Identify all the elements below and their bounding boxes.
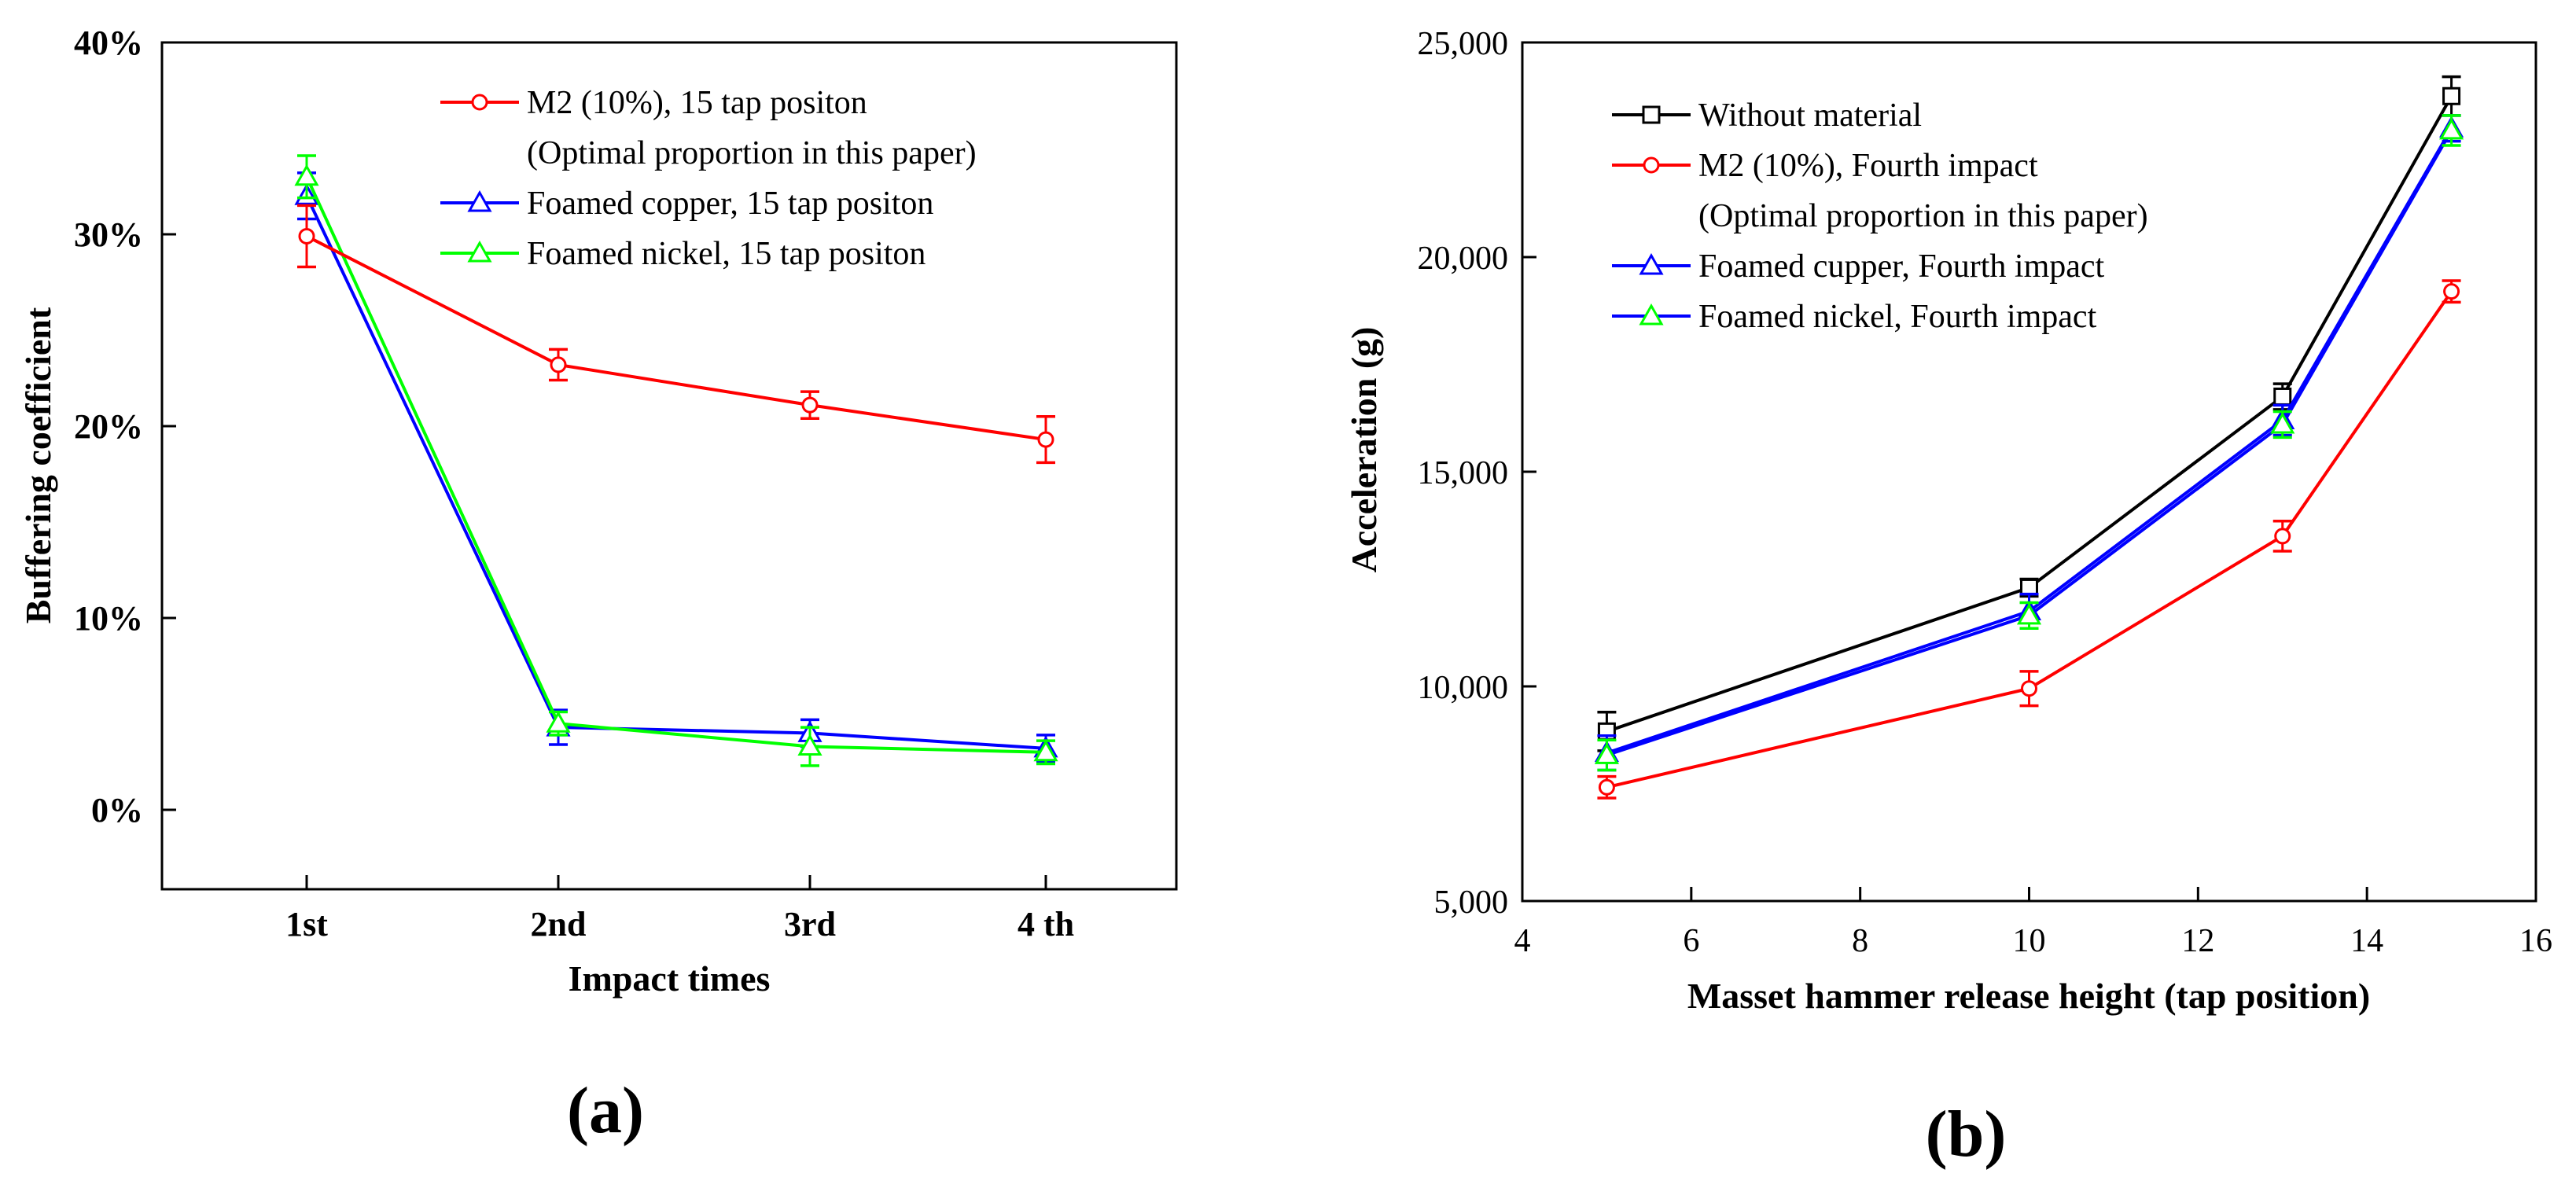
series-line [306,234,1047,442]
data-point [298,227,315,245]
y-tick-label: 10,000 [1418,670,1509,706]
data-point [1037,431,1054,448]
x-tick-label: 10 [2013,923,2046,959]
x-tick-label: 2nd [531,905,587,943]
x-tick-label: 16 [2519,923,2552,959]
data-point [1594,742,1619,764]
legend-label: Without material [1698,97,1922,134]
y-axis-label: Buffering coefficient [18,307,58,623]
y-tick-label: 5,000 [1434,885,1509,921]
data-point [2273,387,2292,406]
y-tick-label: 0% [91,791,143,829]
data-point [2443,283,2460,300]
legend-marker [471,94,488,111]
series-1 [1597,279,2461,800]
legend-marker [1639,252,1664,275]
legend-marker [1642,105,1661,124]
series-line [1606,127,2453,755]
legend-marker [467,240,492,263]
plot-frame [160,41,1178,891]
data-point [546,711,571,733]
y-tick-label: 40% [74,24,143,62]
legend-item: M2 (10%), Fourth impact (Optimal proporti… [1612,148,2148,234]
series-line [1606,95,2453,734]
data-point [2270,411,2295,434]
panel-b-chart: 5,000 10,000 15,000 20,000 25,000 4 6 8 10 12 14 16… [1344,26,2552,1171]
legend-item: Without material [1612,97,1922,134]
data-point [2439,117,2464,140]
legend-item: M2 (10%), 15 tap positon (Optimal proport… [440,85,977,171]
y-tick-label: 20% [74,407,143,446]
legend-label: Foamed copper, 15 tap positon [527,186,933,222]
series-2 [294,154,1058,767]
x-tick-label: 1st [285,905,328,943]
x-tick-label: 3rd [784,905,836,943]
data-point [2274,528,2291,545]
data-point [801,396,819,414]
legend-marker [467,189,492,212]
legend-label-line2: (Optimal proportion in this paper) [1698,198,2148,234]
legend-label: Foamed cupper, Fourth impact [1698,248,2105,285]
legend-item: Foamed cupper, Fourth impact [1612,248,2105,285]
y-tick-label: 30% [74,215,143,254]
x-axis-label: Masset hammer release height (tap positi… [1687,976,2370,1016]
panel-label: (b) [1926,1098,2007,1171]
series-3 [1594,114,2464,772]
legend-label: M2 (10%), 15 tap positon [527,85,867,121]
data-point [2442,86,2461,105]
legend-item: Foamed nickel, Fourth impact [1612,299,2097,335]
series-line [1606,290,2453,789]
panel-a-chart: 0% 10% 20% 30% 40% 1st 2nd 3rd 4 th Impact times B… [18,24,1178,1147]
legend-label: M2 (10%), Fourth impact [1698,148,2038,184]
legend-label-line2: (Optimal proportion in this paper) [527,135,977,171]
series-0 [297,204,1055,465]
series-line [1606,129,2453,757]
panel-label: (a) [567,1074,644,1147]
x-tick-label: 6 [1683,923,1699,959]
y-tick-label: 15,000 [1418,455,1509,491]
legend-marker [1639,303,1664,326]
data-point [294,164,319,186]
series-line [305,175,1047,754]
legend-item: Foamed copper, 15 tap positon [440,186,933,222]
legend-label: Foamed nickel, 15 tap positon [527,236,926,272]
data-point [2021,680,2037,697]
data-point [1598,778,1615,796]
x-tick-label: 8 [1852,923,1868,959]
legend-item: Foamed nickel, 15 tap positon [440,236,926,272]
y-axis-label: Acceleration (g) [1344,327,1384,573]
x-tick-label: 14 [2350,923,2383,959]
data-point [797,734,822,756]
data-point [2016,602,2042,625]
series-line [305,195,1047,750]
x-tick-label: 12 [2181,923,2214,959]
x-tick-label: 4 th [1018,905,1074,943]
y-tick-label: 25,000 [1418,26,1509,62]
data-point [1033,739,1058,762]
y-tick-label: 10% [74,599,143,638]
legend-label: Foamed nickel, Fourth impact [1698,299,2097,335]
x-tick-label: 4 [1514,923,1531,959]
x-axis-label: Impact times [569,958,771,999]
y-tick-label: 20,000 [1418,241,1509,277]
legend-marker [1643,156,1660,174]
data-point [550,356,567,373]
